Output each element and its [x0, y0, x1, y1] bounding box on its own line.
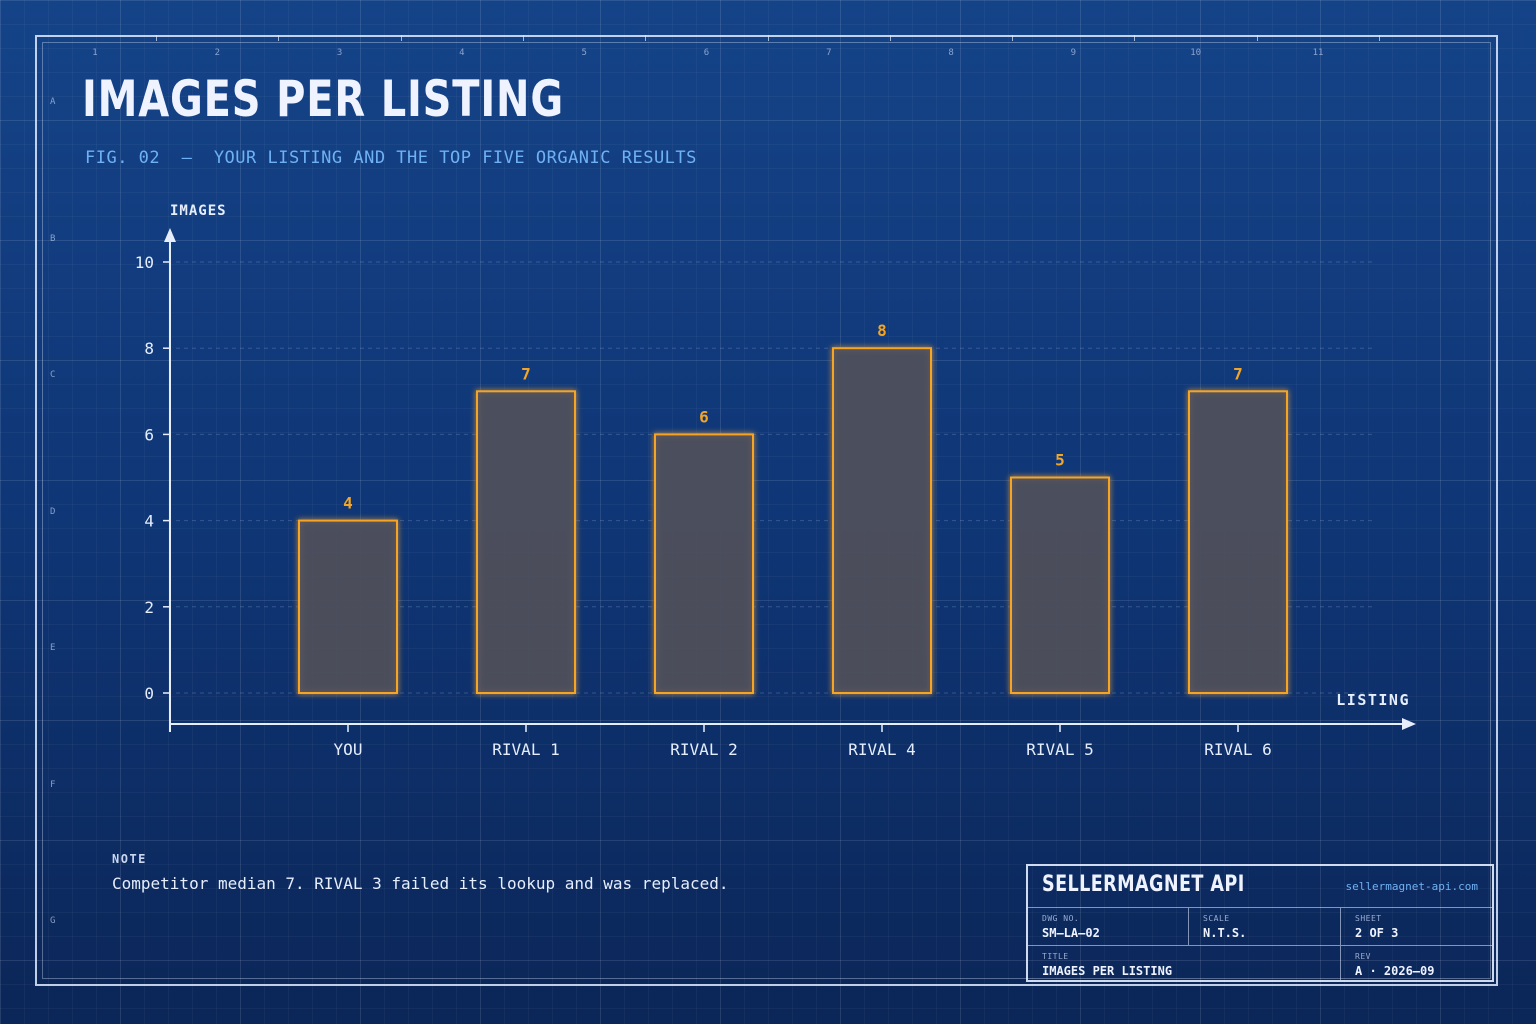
bar-value-label: 8: [877, 321, 887, 340]
bar-value-label: 6: [699, 407, 709, 426]
bar-value-label: 4: [343, 494, 353, 513]
sheet-label: SHEET: [1355, 914, 1382, 923]
y-tick-label: 2: [144, 598, 154, 617]
y-tick-label: 4: [144, 512, 154, 531]
frame-tick: [767, 35, 769, 41]
brand-name: SELLERMAGNET API: [1042, 872, 1245, 897]
sheet-value: 2 OF 3: [1355, 926, 1399, 940]
frame-row-marker: C: [50, 370, 56, 380]
frame-column-marker: 4: [459, 48, 465, 58]
title-block-row-title: TITLE IMAGES PER LISTING REV A · 2026–09: [1028, 946, 1492, 980]
frame-row-marker: E: [50, 643, 56, 653]
title-block: SELLERMAGNET API sellermagnet-api.com DW…: [1026, 864, 1494, 982]
dwg-no-cell: DWG NO. SM–LA–02: [1028, 908, 1188, 945]
frame-row-marker: D: [50, 506, 56, 517]
bar: [1188, 390, 1288, 694]
frame-tick: [1134, 35, 1136, 41]
frame-column-marker: 2: [214, 48, 221, 58]
note-text: Competitor median 7. RIVAL 3 failed its …: [112, 874, 729, 893]
x-tick-label: YOU: [334, 740, 363, 759]
note-label: NOTE: [112, 852, 147, 866]
sheet-cell: SHEET 2 OF 3: [1340, 908, 1492, 945]
dwg-no-value: SM–LA–02: [1042, 926, 1100, 940]
bar-value-label: 7: [521, 364, 531, 383]
bar: [832, 347, 932, 694]
drawing-frame-inner: [42, 42, 1491, 979]
x-axis-title: LISTING: [1336, 691, 1410, 709]
rev-value: A · 2026–09: [1355, 964, 1435, 978]
bar: [476, 390, 576, 694]
scale-cell: SCALE N.T.S.: [1188, 908, 1340, 945]
frame-tick: [522, 35, 524, 41]
x-tick-label: RIVAL 5: [1026, 740, 1093, 759]
bar-value-label: 7: [1233, 364, 1243, 383]
frame-tick: [1012, 35, 1014, 41]
bar: [298, 519, 398, 694]
brand-url: sellermagnet-api.com: [1345, 880, 1478, 893]
y-tick-label: 0: [144, 684, 154, 703]
frame-column-marker: 5: [581, 48, 587, 58]
bar: [1010, 476, 1110, 694]
bar-value-label: 5: [1055, 451, 1065, 470]
frame-column-marker: 10: [1190, 48, 1202, 58]
title-label: TITLE: [1042, 952, 1069, 961]
frame-tick: [645, 35, 647, 41]
frame-tick: [1379, 35, 1380, 41]
y-axis-arrow: [164, 228, 176, 242]
x-tick-label: RIVAL 6: [1204, 740, 1271, 759]
frame-column-marker: 8: [948, 48, 954, 58]
frame-tick: [1256, 35, 1258, 41]
scale-value: N.T.S.: [1203, 926, 1247, 940]
frame-column-marker: 6: [703, 48, 710, 58]
frame-column-marker: 7: [826, 48, 832, 58]
frame-row-marker: B: [50, 233, 56, 244]
frame-tick: [156, 35, 157, 41]
drawing-frame-outer: [35, 35, 1498, 986]
frame-tick: [400, 35, 402, 41]
page-title: IMAGES PER LISTING: [82, 70, 564, 128]
y-tick-label: 6: [144, 425, 154, 444]
frame-row-marker: G: [50, 916, 56, 926]
title-block-header: SELLERMAGNET API sellermagnet-api.com: [1028, 866, 1492, 908]
title-value: IMAGES PER LISTING: [1042, 964, 1173, 978]
title-block-row-drawing: DWG NO. SM–LA–02 SCALE N.T.S. SHEET 2 OF…: [1028, 908, 1492, 946]
scale-label: SCALE: [1203, 914, 1230, 923]
rev-label: REV: [1355, 952, 1371, 961]
frame-row-marker: A: [50, 97, 56, 107]
frame-tick: [889, 35, 891, 41]
y-axis-title: IMAGES: [170, 203, 227, 219]
y-tick-label: 10: [135, 253, 154, 272]
x-tick-label: RIVAL 4: [848, 740, 915, 759]
dwg-no-label: DWG NO.: [1042, 914, 1080, 923]
frame-tick: [278, 35, 280, 41]
x-axis-arrow: [1402, 718, 1416, 730]
x-tick-label: RIVAL 1: [492, 740, 559, 759]
y-tick-label: 8: [144, 339, 154, 358]
figure-subtitle: FIG. 02 — YOUR LISTING AND THE TOP FIVE …: [85, 148, 697, 168]
title-cell: TITLE IMAGES PER LISTING: [1028, 946, 1340, 980]
bar: [654, 433, 754, 694]
frame-row-marker: F: [50, 779, 56, 790]
frame-column-marker: 3: [336, 48, 343, 58]
frame-column-marker: 11: [1312, 48, 1324, 58]
x-tick-label: RIVAL 2: [670, 740, 737, 759]
frame-column-marker: 1: [92, 48, 98, 58]
rev-cell: REV A · 2026–09: [1340, 946, 1492, 980]
frame-column-marker: 9: [1070, 48, 1077, 58]
